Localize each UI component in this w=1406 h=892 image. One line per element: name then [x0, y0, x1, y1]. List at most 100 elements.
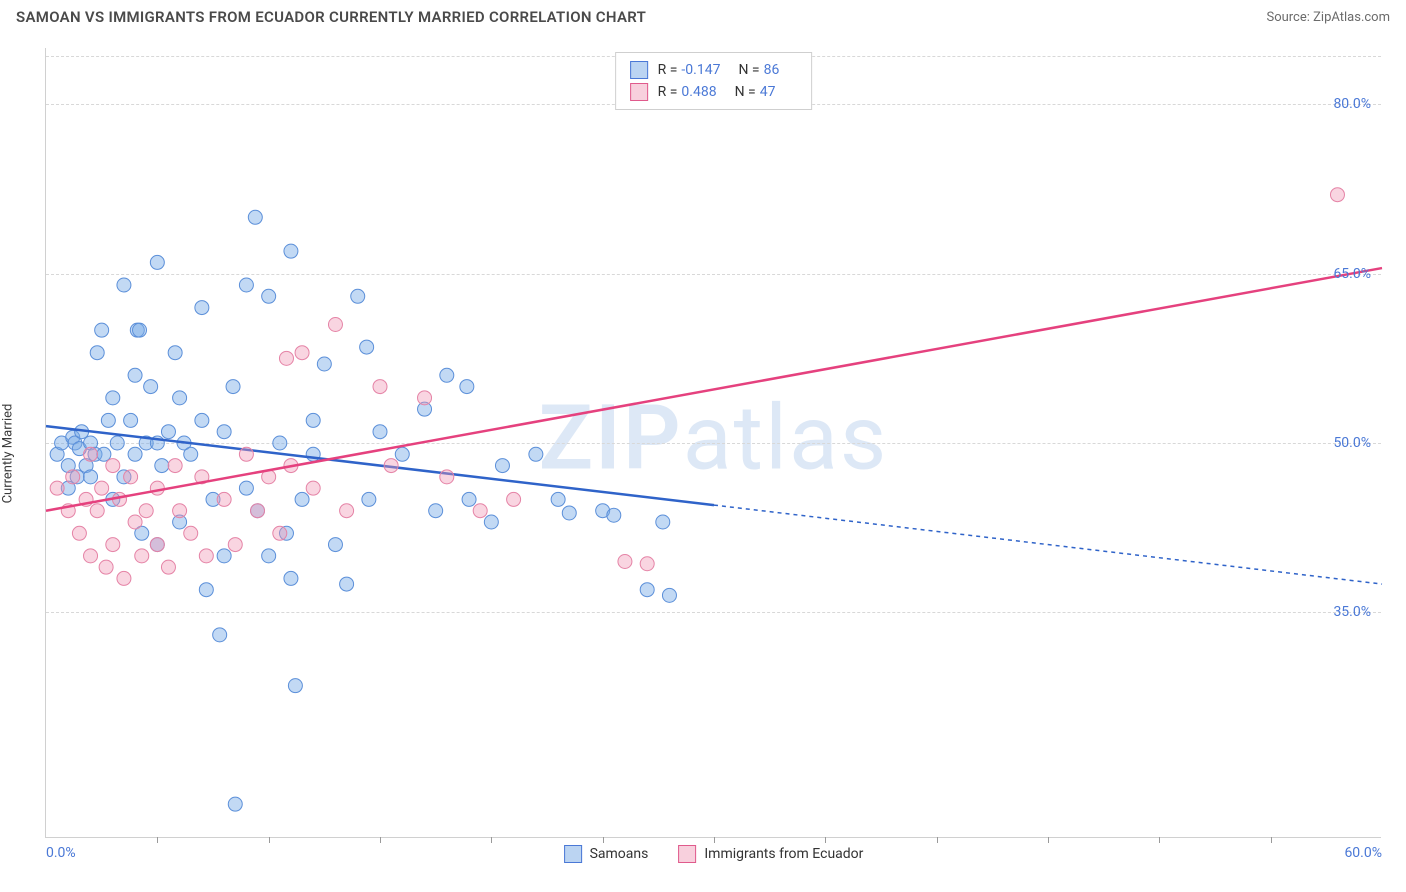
scatter-point-samoans: [373, 425, 387, 439]
source-label: Source: ZipAtlas.com: [1266, 10, 1390, 25]
scatter-point-ecuador: [72, 526, 86, 540]
scatter-point-ecuador: [139, 504, 153, 518]
scatter-point-samoans: [460, 380, 474, 394]
trend-line-ecuador: [46, 268, 1382, 511]
scatter-point-ecuador: [135, 549, 149, 563]
scatter-point-samoans: [110, 436, 124, 450]
legend-item-ecuador: Immigrants from Ecuador: [678, 845, 863, 863]
scatter-point-ecuador: [128, 515, 142, 529]
scatter-point-samoans: [117, 278, 131, 292]
scatter-point-ecuador: [418, 391, 432, 405]
scatter-point-samoans: [199, 583, 213, 597]
scatter-point-ecuador: [150, 538, 164, 552]
scatter-point-samoans: [155, 459, 169, 473]
plot-area: ZIPatlas R =-0.147N =86 R =0.488N =47 Sa…: [45, 48, 1381, 838]
y-tick-label: 35.0%: [1333, 604, 1371, 620]
scatter-point-samoans: [144, 380, 158, 394]
y-tick-label: 50.0%: [1333, 435, 1371, 451]
scatter-point-ecuador: [106, 459, 120, 473]
scatter-point-ecuador: [124, 470, 138, 484]
scatter-point-ecuador: [340, 504, 354, 518]
stat-r-value-2: 0.488: [681, 84, 716, 100]
scatter-point-samoans: [95, 323, 109, 337]
scatter-point-ecuador: [66, 470, 80, 484]
scatter-point-ecuador: [150, 481, 164, 495]
scatter-point-ecuador: [1330, 188, 1344, 202]
stat-n-label: N =: [735, 84, 756, 100]
scatter-point-samoans: [295, 492, 309, 506]
scatter-point-ecuador: [328, 318, 342, 332]
scatter-point-ecuador: [95, 481, 109, 495]
scatter-point-samoans: [656, 515, 670, 529]
scatter-point-samoans: [288, 679, 302, 693]
scatter-point-samoans: [124, 413, 138, 427]
swatch-pink-icon: [678, 845, 696, 863]
x-tick-label: 60.0%: [1344, 845, 1382, 861]
scatter-point-ecuador: [279, 351, 293, 365]
scatter-point-samoans: [90, 346, 104, 360]
scatter-point-ecuador: [106, 538, 120, 552]
scatter-point-samoans: [213, 628, 227, 642]
scatter-point-ecuador: [440, 470, 454, 484]
scatter-point-samoans: [128, 368, 142, 382]
scatter-point-ecuador: [161, 560, 175, 574]
scatter-point-samoans: [226, 380, 240, 394]
scatter-point-samoans: [607, 508, 621, 522]
x-tick-label: 0.0%: [46, 845, 76, 861]
scatter-point-samoans: [97, 447, 111, 461]
scatter-point-samoans: [184, 447, 198, 461]
swatch-blue-icon: [564, 845, 582, 863]
scatter-point-samoans: [150, 255, 164, 269]
scatter-point-samoans: [133, 323, 147, 337]
scatter-point-ecuador: [251, 504, 265, 518]
scatter-point-samoans: [306, 413, 320, 427]
chart-title: SAMOAN VS IMMIGRANTS FROM ECUADOR CURREN…: [16, 8, 646, 26]
scatter-point-samoans: [239, 481, 253, 495]
swatch-pink-icon: [630, 83, 648, 101]
scatter-point-ecuador: [507, 492, 521, 506]
legend-item-samoans: Samoans: [564, 845, 649, 863]
scatter-point-ecuador: [90, 504, 104, 518]
scatter-point-samoans: [173, 391, 187, 405]
stat-r-value-1: -0.147: [681, 62, 720, 78]
legend-stats-row-1: R =-0.147N =86: [630, 59, 798, 81]
scatter-point-ecuador: [99, 560, 113, 574]
legend-label-samoans: Samoans: [590, 846, 649, 862]
scatter-point-ecuador: [273, 526, 287, 540]
scatter-point-ecuador: [306, 481, 320, 495]
scatter-point-ecuador: [199, 549, 213, 563]
scatter-point-samoans: [317, 357, 331, 371]
scatter-point-samoans: [429, 504, 443, 518]
scatter-point-ecuador: [228, 538, 242, 552]
scatter-point-ecuador: [84, 447, 98, 461]
scatter-point-samoans: [360, 340, 374, 354]
scatter-point-samoans: [217, 425, 231, 439]
scatter-point-samoans: [362, 492, 376, 506]
scatter-point-samoans: [217, 549, 231, 563]
scatter-point-samoans: [340, 577, 354, 591]
stat-n-value-2: 47: [760, 84, 776, 100]
title-bar: SAMOAN VS IMMIGRANTS FROM ECUADOR CURREN…: [0, 0, 1406, 34]
legend-stats: R =-0.147N =86 R =0.488N =47: [615, 52, 813, 110]
scatter-point-samoans: [662, 588, 676, 602]
scatter-point-samoans: [239, 278, 253, 292]
scatter-point-samoans: [328, 538, 342, 552]
legend-series: Samoans Immigrants from Ecuador: [564, 845, 864, 863]
scatter-point-samoans: [168, 346, 182, 360]
scatter-point-samoans: [228, 797, 242, 811]
scatter-point-samoans: [106, 391, 120, 405]
scatter-point-samoans: [395, 447, 409, 461]
scatter-point-ecuador: [384, 459, 398, 473]
y-tick-label: 80.0%: [1333, 96, 1371, 112]
scatter-point-ecuador: [117, 571, 131, 585]
scatter-point-samoans: [128, 447, 142, 461]
scatter-point-samoans: [161, 425, 175, 439]
legend-stats-row-2: R =0.488N =47: [630, 81, 798, 103]
scatter-point-samoans: [262, 289, 276, 303]
scatter-point-samoans: [351, 289, 365, 303]
scatter-point-samoans: [284, 244, 298, 258]
scatter-point-samoans: [551, 492, 565, 506]
scatter-point-ecuador: [217, 492, 231, 506]
scatter-point-samoans: [101, 413, 115, 427]
scatter-point-ecuador: [168, 459, 182, 473]
